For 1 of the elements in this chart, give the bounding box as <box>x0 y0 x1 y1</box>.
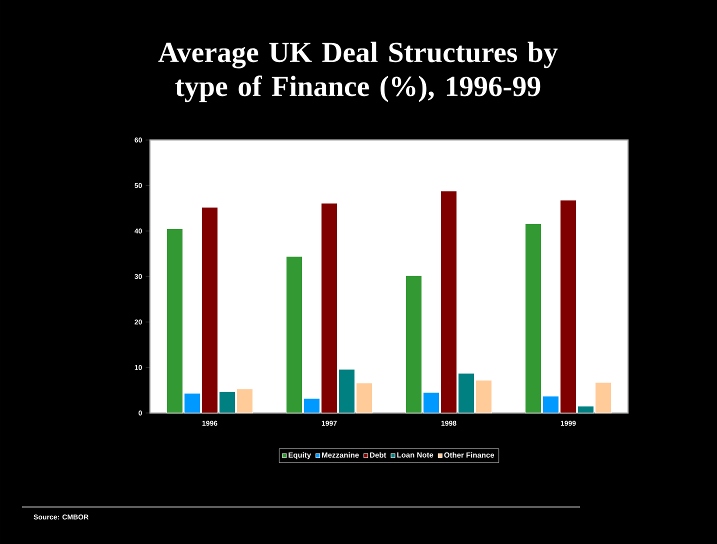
chart-title: Average UK Deal Structures by type of Finance (%), 1996-99 <box>158 42 558 102</box>
